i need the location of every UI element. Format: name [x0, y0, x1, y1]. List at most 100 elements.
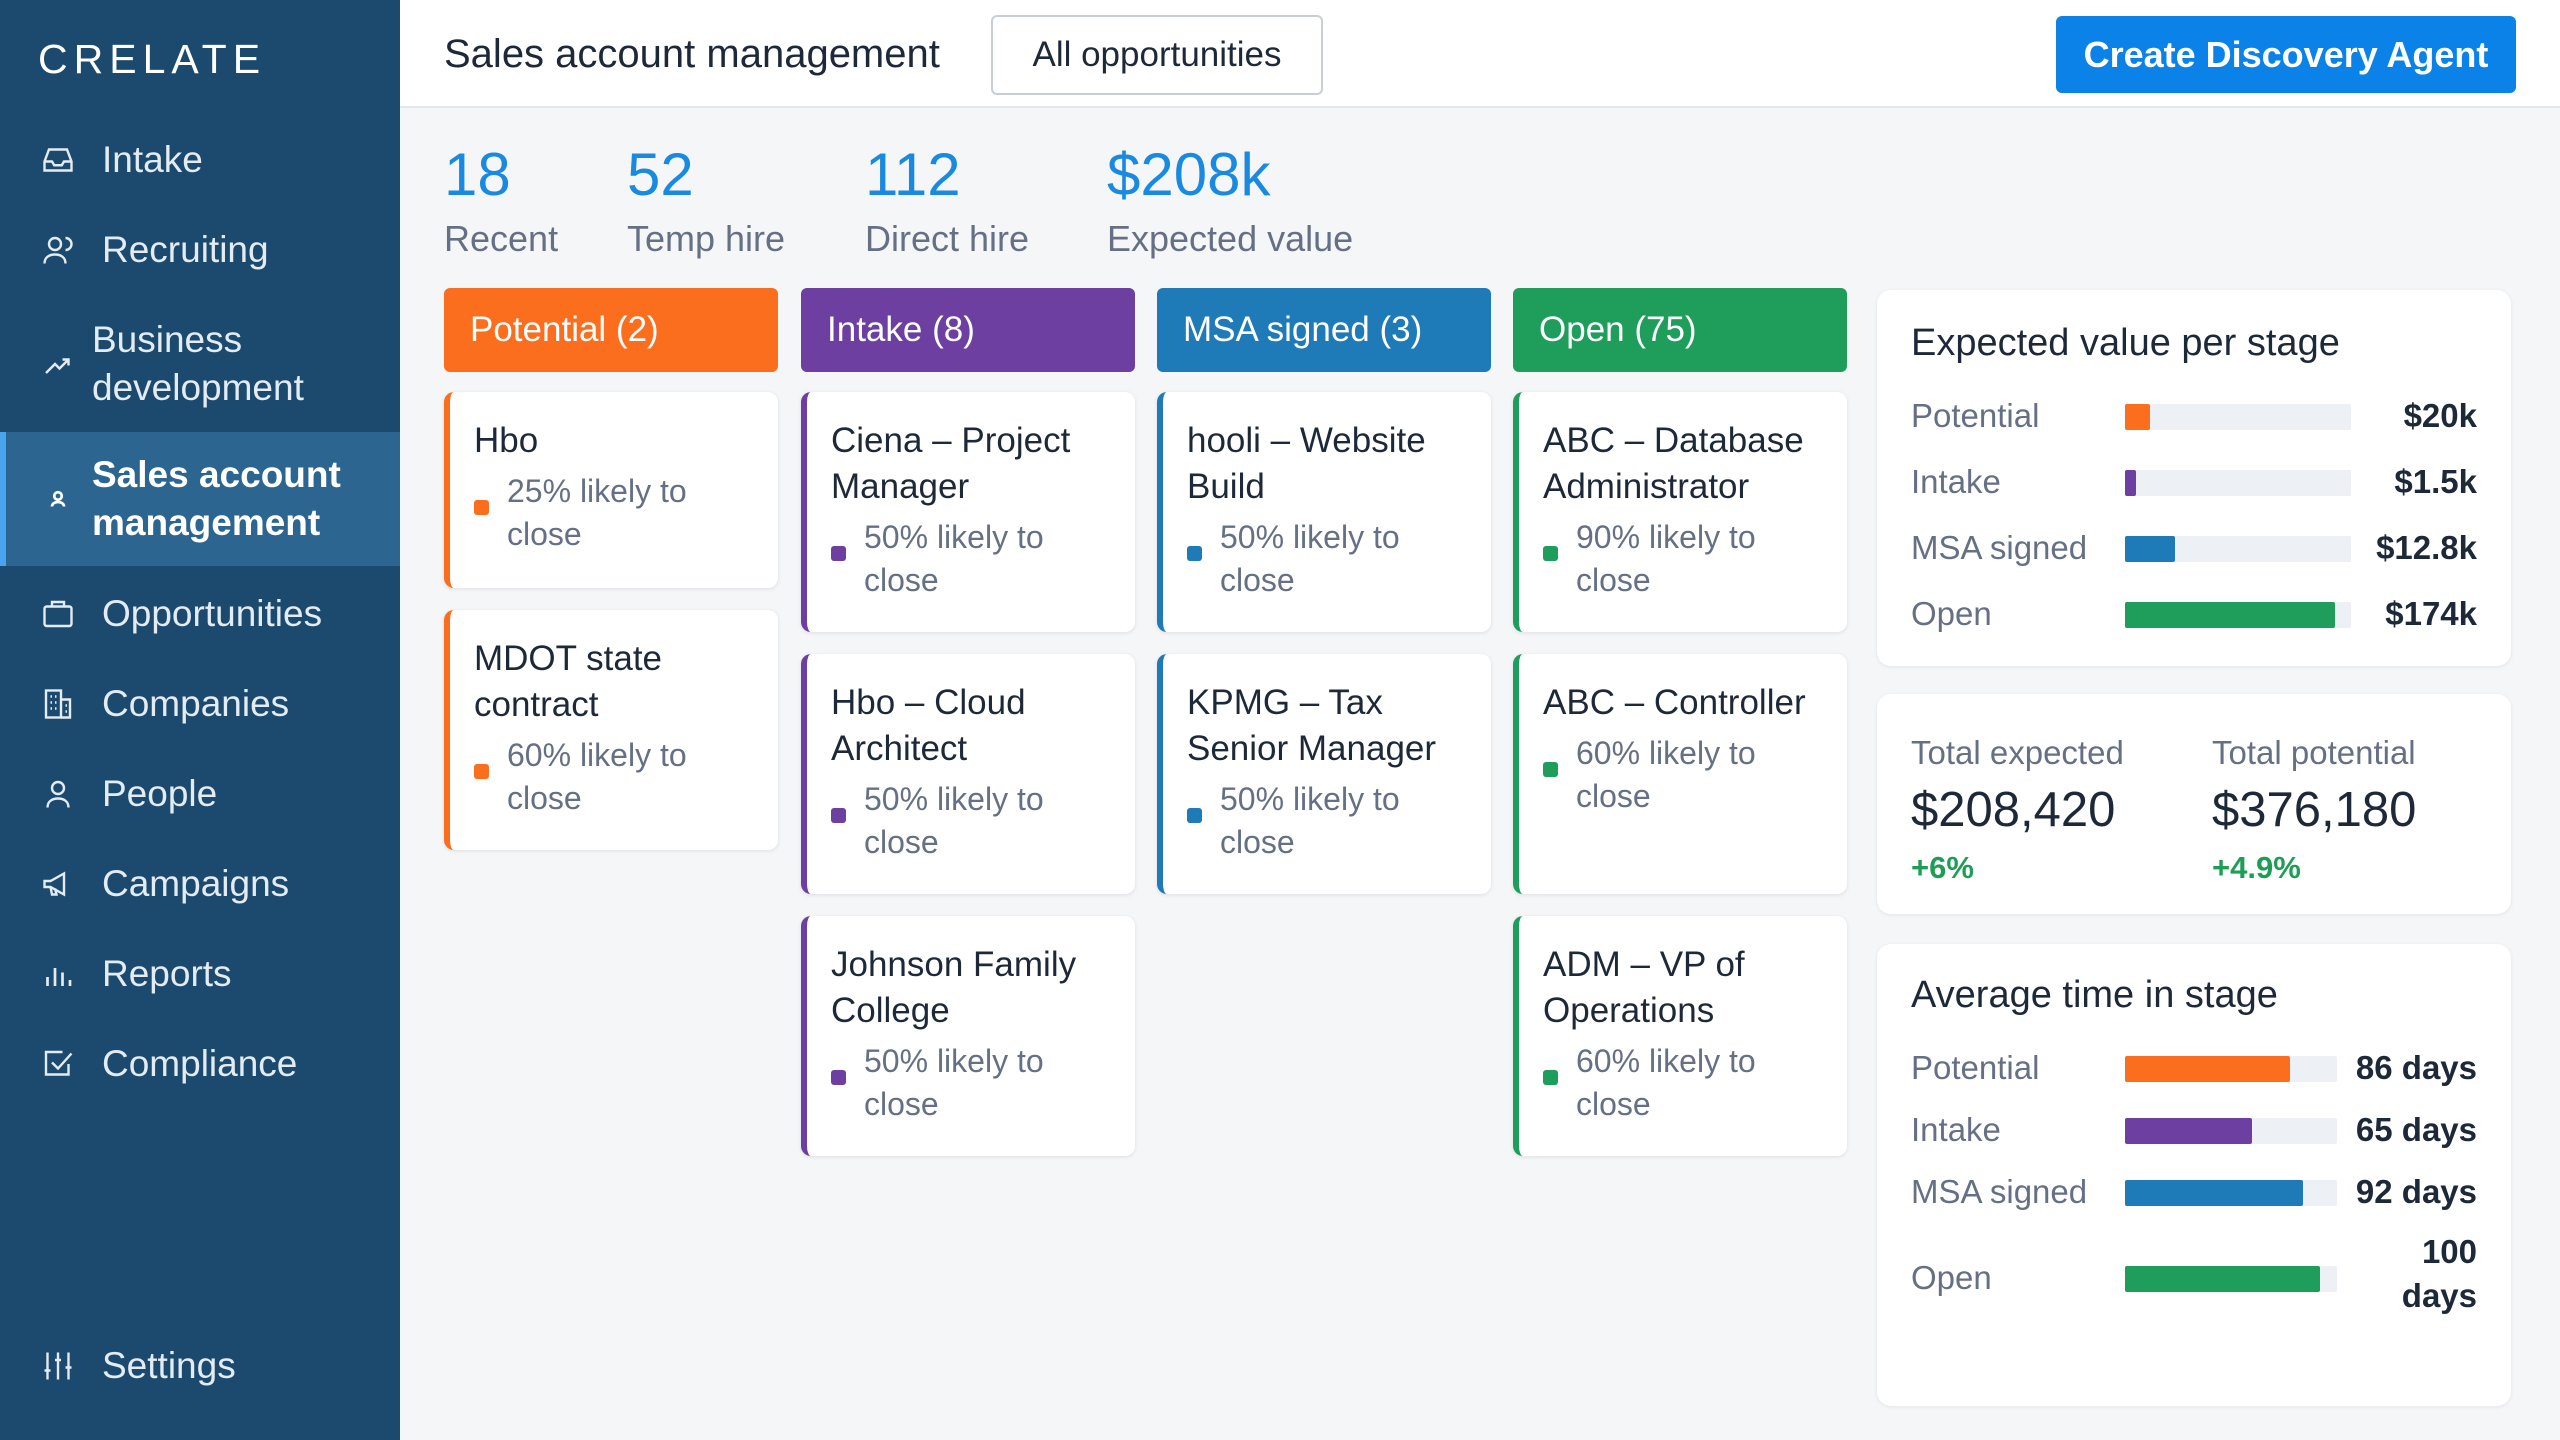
card-title: KPMG – Tax Senior Manager — [1187, 683, 1437, 768]
card-likelihood: 50% likely to close — [864, 781, 1044, 860]
stage-label: MSA signed — [1911, 529, 2088, 566]
stat-label: Temp hire — [627, 218, 786, 259]
status-dot — [1187, 808, 1202, 823]
column-header-open[interactable]: Open (75) — [1513, 288, 1847, 372]
card-title: ADM – VP of Operations — [1543, 945, 1745, 1030]
inbox-icon — [38, 140, 78, 180]
stat-direct-hire[interactable]: 112 Direct hire — [865, 140, 1029, 260]
stage-value: 86 days — [2355, 1049, 2477, 1086]
card-title: hooli – Website Build — [1187, 421, 1426, 506]
create-discovery-agent-button[interactable]: Create Discovery Agent — [2056, 16, 2516, 93]
sidebar-item-label: Sales account management — [92, 454, 341, 543]
opportunity-card[interactable]: ABC – Controller 60% likely to close — [1513, 654, 1847, 894]
card-title: Hbo – Cloud Architect — [831, 683, 1026, 768]
sidebar-item-sales-account-management[interactable]: Sales account management — [0, 432, 400, 566]
opportunity-card[interactable]: ABC – Database Administrator 90% likely … — [1513, 392, 1847, 632]
stat-recent[interactable]: 18 Recent — [444, 140, 558, 260]
card-title: ABC – Controller — [1543, 683, 1806, 722]
sidebar-item-label: Business development — [92, 319, 304, 408]
briefcase-icon — [38, 594, 78, 634]
sidebar-item-intake[interactable]: Intake — [0, 136, 400, 184]
card-likelihood: 60% likely to close — [1576, 735, 1756, 814]
progress-track — [2125, 536, 2351, 562]
card-likelihood: 60% likely to close — [507, 737, 687, 816]
expected-row-intake: Intake $1.5k — [1911, 458, 2477, 506]
total-potential-value: $376,180 — [2212, 783, 2417, 837]
stat-expected-value[interactable]: $208k Expected value — [1107, 140, 1353, 260]
column-header-potential[interactable]: Potential (2) — [444, 288, 778, 372]
app-logo: CRELATE — [38, 36, 267, 82]
stat-label: Recent — [444, 218, 559, 259]
sidebar-item-campaigns[interactable]: Campaigns — [0, 860, 400, 908]
opportunity-card[interactable]: MDOT state contract 60% likely to close — [444, 610, 778, 850]
sidebar-item-people[interactable]: People — [0, 770, 400, 818]
user-icon — [38, 230, 78, 270]
progress-fill — [2125, 602, 2336, 628]
progress-track — [2125, 602, 2351, 628]
sidebar-item-companies[interactable]: Companies — [0, 680, 400, 728]
status-dot — [831, 808, 846, 823]
total-potential-change: +4.9% — [2212, 850, 2301, 885]
card-likelihood: 60% likely to close — [1576, 1043, 1756, 1122]
stat-temp-hire[interactable]: 52 Temp hire — [627, 140, 785, 260]
panel-title: Average time in stage — [1911, 974, 2278, 1016]
opportunity-card[interactable]: Hbo – Cloud Architect 50% likely to clos… — [801, 654, 1135, 894]
total-expected-value: $208,420 — [1911, 783, 2116, 837]
stage-value: $12.8k — [2376, 529, 2477, 566]
opportunity-card[interactable]: Hbo 25% likely to close — [444, 392, 778, 588]
sidebar: CRELATE Intake Recruiting Business devel… — [0, 0, 400, 1440]
sidebar-item-recruiting[interactable]: Recruiting — [0, 226, 400, 274]
totals-panel: Total expected $208,420 +6% Total potent… — [1877, 694, 2511, 914]
progress-track — [2125, 1180, 2337, 1206]
sidebar-item-business-development[interactable]: Business development — [0, 314, 400, 414]
progress-fill — [2125, 404, 2150, 430]
progress-fill — [2125, 1056, 2291, 1082]
person-small-icon — [38, 479, 78, 519]
stage-label: Potential — [1911, 397, 2040, 434]
avg-time-row-open: Open 100 days — [1911, 1230, 2477, 1326]
sidebar-item-opportunities[interactable]: Opportunities — [0, 590, 400, 638]
stage-label: Potential — [1911, 1049, 2040, 1086]
sidebar-item-label: Settings — [102, 1345, 236, 1386]
opportunity-card[interactable]: Ciena – Project Manager 50% likely to cl… — [801, 392, 1135, 632]
person-icon — [38, 774, 78, 814]
status-dot — [1543, 762, 1558, 777]
total-potential: Total potential $376,180 +4.9% — [2212, 734, 2416, 886]
progress-track — [2125, 1118, 2337, 1144]
sidebar-item-label: Intake — [102, 139, 203, 180]
sidebar-item-compliance[interactable]: Compliance — [0, 1040, 400, 1088]
expected-row-open: Open $174k — [1911, 590, 2477, 638]
building-icon — [38, 684, 78, 724]
stage-value: $1.5k — [2394, 463, 2477, 500]
progress-fill — [2125, 470, 2137, 496]
progress-track — [2125, 404, 2351, 430]
total-expected-change: +6% — [1911, 850, 1974, 885]
opportunity-card[interactable]: ADM – VP of Operations 60% likely to clo… — [1513, 916, 1847, 1156]
stage-label: Open — [1911, 1259, 1992, 1296]
sidebar-item-settings[interactable]: Settings — [0, 1342, 400, 1390]
trend-icon — [38, 344, 78, 384]
opportunity-card[interactable]: KPMG – Tax Senior Manager 50% likely to … — [1157, 654, 1491, 894]
avg-time-row-intake: Intake 65 days — [1911, 1106, 2477, 1154]
avg-time-panel: Average time in stage Potential 86 days … — [1877, 944, 2511, 1406]
expected-row-potential: Potential $20k — [1911, 392, 2477, 440]
stage-label: Open — [1911, 595, 1992, 632]
progress-fill — [2125, 1180, 2304, 1206]
opportunity-card[interactable]: Johnson Family College 50% likely to clo… — [801, 916, 1135, 1156]
card-title: ABC – Database Administrator — [1543, 421, 1804, 506]
avg-time-row-msa-signed: MSA signed 92 days — [1911, 1168, 2477, 1216]
opportunities-filter-select[interactable]: All opportunities — [991, 15, 1323, 95]
sidebar-item-reports[interactable]: Reports — [0, 950, 400, 998]
card-title: Ciena – Project Manager — [831, 421, 1071, 506]
status-dot — [831, 1070, 846, 1085]
card-likelihood: 50% likely to close — [864, 519, 1044, 598]
stage-label: MSA signed — [1911, 1173, 2088, 1210]
stage-value: 100 days — [2401, 1233, 2477, 1314]
progress-fill — [2125, 536, 2175, 562]
card-likelihood: 50% likely to close — [1220, 781, 1400, 860]
column-header-msa-signed[interactable]: MSA signed (3) — [1157, 288, 1491, 372]
column-header-intake[interactable]: Intake (8) — [801, 288, 1135, 372]
progress-fill — [2125, 1118, 2253, 1144]
stage-value: 65 days — [2355, 1111, 2477, 1148]
opportunity-card[interactable]: hooli – Website Build 50% likely to clos… — [1157, 392, 1491, 632]
